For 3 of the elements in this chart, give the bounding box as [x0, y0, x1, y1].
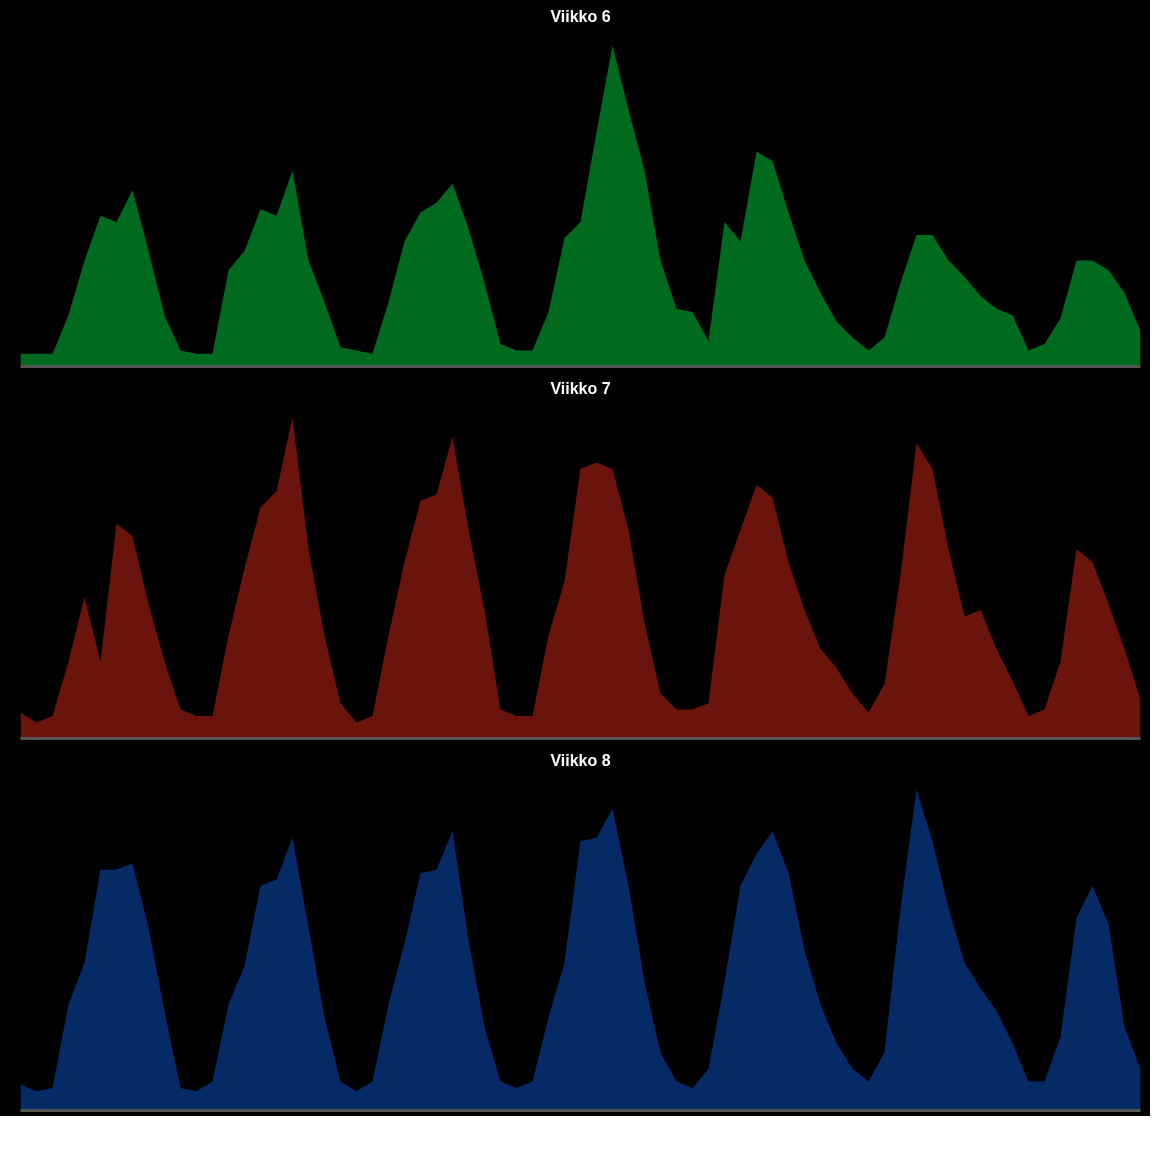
chart-title: Viikko 7 — [550, 379, 611, 397]
chart-title: Viikko 8 — [550, 751, 611, 769]
chart-title: Viikko 6 — [550, 7, 611, 25]
